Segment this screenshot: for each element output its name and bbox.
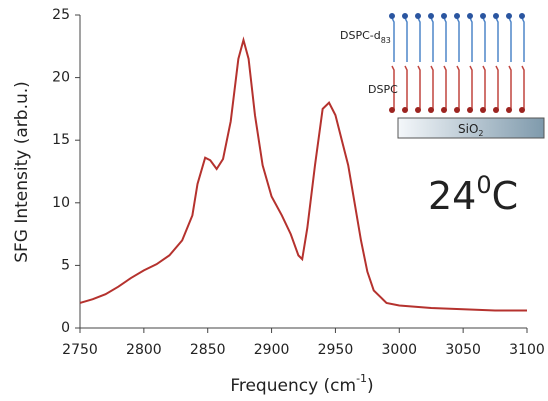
chain bbox=[495, 17, 499, 62]
chain bbox=[482, 17, 486, 62]
chain bbox=[495, 65, 499, 110]
head bbox=[519, 13, 525, 19]
head bbox=[493, 107, 499, 113]
head bbox=[467, 107, 473, 113]
y-tick-label: 20 bbox=[52, 70, 70, 86]
x-tick-label: 2850 bbox=[190, 342, 226, 358]
y-tick-label: 5 bbox=[61, 257, 70, 273]
chain bbox=[430, 17, 434, 62]
lipid-chains bbox=[389, 13, 525, 113]
head bbox=[441, 13, 447, 19]
head bbox=[441, 107, 447, 113]
substrate bbox=[397, 117, 545, 139]
x-tick-label: 3100 bbox=[509, 342, 545, 358]
chain bbox=[508, 65, 512, 110]
chain bbox=[521, 17, 525, 62]
x-axis-label: Frequency (cm-1) bbox=[230, 372, 373, 396]
bottom-layer-label: DSPC bbox=[368, 83, 398, 96]
head bbox=[519, 107, 525, 113]
annotation: 240C bbox=[428, 171, 518, 218]
chain bbox=[391, 17, 395, 62]
head bbox=[480, 13, 486, 19]
head bbox=[493, 13, 499, 19]
chain bbox=[443, 65, 447, 110]
chain bbox=[508, 17, 512, 62]
y-tick-label: 25 bbox=[52, 7, 70, 23]
inset: SiO2 DSPC-d83 DSPC bbox=[340, 13, 545, 139]
y-axis-label: SFG Intensity (arb.u.) bbox=[12, 81, 32, 263]
x-tick-label: 3050 bbox=[445, 342, 481, 358]
chain bbox=[404, 17, 408, 62]
substrate-label: SiO2 bbox=[458, 122, 484, 138]
x-tick-label: 2750 bbox=[62, 342, 98, 358]
head bbox=[506, 107, 512, 113]
chain bbox=[521, 65, 525, 110]
head bbox=[454, 13, 460, 19]
chain bbox=[469, 17, 473, 62]
head bbox=[415, 13, 421, 19]
x-tick-label: 2800 bbox=[126, 342, 162, 358]
head bbox=[454, 107, 460, 113]
chain bbox=[417, 17, 421, 62]
head bbox=[467, 13, 473, 19]
x-tick-label: 3000 bbox=[381, 342, 417, 358]
chain bbox=[482, 65, 486, 110]
y-tick-label: 0 bbox=[61, 320, 70, 336]
head bbox=[428, 107, 434, 113]
chain bbox=[417, 65, 421, 110]
x-tick-label: 2900 bbox=[254, 342, 290, 358]
head bbox=[415, 107, 421, 113]
top-layer-label: DSPC-d83 bbox=[340, 29, 391, 45]
head bbox=[480, 107, 486, 113]
y-tick-label: 10 bbox=[52, 195, 70, 211]
chain bbox=[456, 65, 460, 110]
head bbox=[402, 107, 408, 113]
x-tick-label: 2950 bbox=[318, 342, 354, 358]
y-tick-label: 15 bbox=[52, 132, 70, 148]
chain bbox=[443, 17, 447, 62]
head bbox=[402, 13, 408, 19]
chain bbox=[456, 17, 460, 62]
head bbox=[506, 13, 512, 19]
chain bbox=[391, 65, 395, 110]
chain bbox=[430, 65, 434, 110]
chain bbox=[469, 65, 473, 110]
head bbox=[389, 107, 395, 113]
chain bbox=[404, 65, 408, 110]
head bbox=[389, 13, 395, 19]
head bbox=[428, 13, 434, 19]
line bbox=[79, 36, 527, 312]
